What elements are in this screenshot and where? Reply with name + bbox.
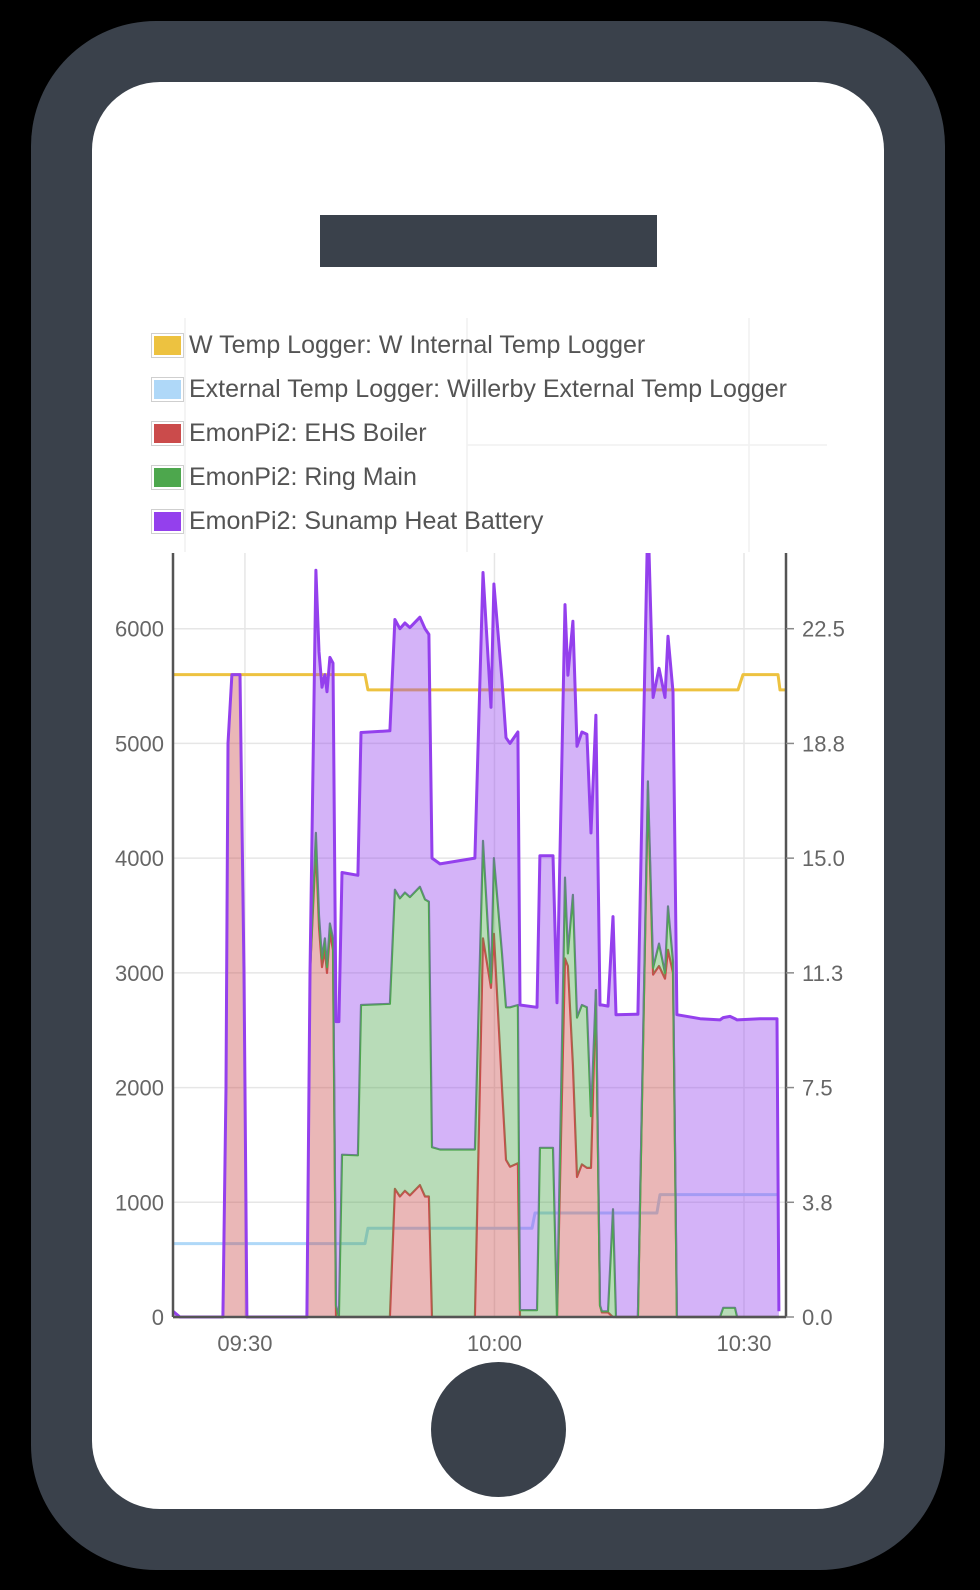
- x-tick-label: 09:30: [217, 1331, 272, 1356]
- legend-item-sunamp: EmonPi2: Sunamp Heat Battery: [151, 509, 787, 553]
- legend-item-ring-main: EmonPi2: Ring Main: [151, 465, 787, 509]
- legend-swatch: [151, 465, 184, 490]
- legend-item-internal-temp: W Temp Logger: W Internal Temp Logger: [151, 333, 787, 377]
- legend-label: EmonPi2: Ring Main: [189, 463, 417, 491]
- swatch-color: [154, 424, 181, 443]
- home-button[interactable]: [431, 1362, 566, 1497]
- internal-temp-line: [173, 673, 785, 692]
- axes: [171, 553, 794, 1319]
- y2-tick-label: 11.3: [802, 961, 843, 986]
- y-tick-label: 6000: [115, 617, 164, 642]
- legend-item-ehs-boiler: EmonPi2: EHS Boiler: [151, 421, 787, 465]
- y2-tick-label: 3.8: [802, 1190, 833, 1215]
- y-tick-label: 0: [152, 1305, 164, 1330]
- y2-tick-label: 15.0: [802, 846, 845, 871]
- power-temperature-chart: 0 1000 2000 3000 4000 5000 6000 0.0 3.8 7.5 11.3 1…: [115, 318, 845, 1356]
- legend-label: EmonPi2: EHS Boiler: [189, 419, 427, 447]
- swatch-color: [154, 512, 181, 531]
- background-grid-artifacts: [184, 318, 827, 552]
- legend-swatch: [151, 377, 184, 402]
- legend-item-external-temp: External Temp Logger: Willerby External …: [151, 377, 787, 421]
- ehs-boiler-area: [173, 674, 779, 1317]
- ring-main-area: [173, 674, 779, 1317]
- y-tick-label: 3000: [115, 961, 164, 986]
- y-tick-label: 5000: [115, 731, 164, 756]
- swatch-color: [154, 380, 181, 399]
- legend-label: External Temp Logger: Willerby External …: [189, 375, 787, 403]
- right-axis-labels: 0.0 3.8 7.5 11.3 15.0 18.8 22.5: [802, 617, 845, 1330]
- y2-tick-label: 22.5: [802, 617, 845, 642]
- swatch-color: [154, 336, 181, 355]
- speaker-slot: [320, 215, 657, 267]
- y-tick-label: 2000: [115, 1076, 164, 1101]
- external-temp-line: [173, 1193, 778, 1246]
- legend-label: W Temp Logger: W Internal Temp Logger: [189, 331, 646, 359]
- chart-legend: W Temp Logger: W Internal Temp Logger Ex…: [151, 333, 787, 553]
- sunamp-heat-battery-area: [173, 553, 779, 1317]
- legend-swatch: [151, 509, 184, 534]
- x-axis-labels: 09:30 10:00 10:30: [217, 1331, 771, 1356]
- y2-tick-label: 0.0: [802, 1305, 833, 1330]
- legend-label: EmonPi2: Sunamp Heat Battery: [189, 507, 544, 535]
- y-tick-label: 4000: [115, 846, 164, 871]
- legend-swatch: [151, 333, 184, 358]
- ring-main-line: [173, 673, 779, 1319]
- series-layer: [172, 553, 785, 1319]
- y2-tick-label: 18.8: [802, 731, 845, 756]
- y-tick-label: 1000: [115, 1190, 164, 1215]
- legend-swatch: [151, 421, 184, 446]
- y2-tick-label: 7.5: [802, 1076, 833, 1101]
- x-tick-label: 10:30: [716, 1331, 771, 1356]
- swatch-color: [154, 468, 181, 487]
- left-axis-labels: 0 1000 2000 3000 4000 5000 6000: [115, 617, 164, 1330]
- x-tick-label: 10:00: [467, 1331, 522, 1356]
- sunamp-heat-battery-line: [172, 553, 781, 1319]
